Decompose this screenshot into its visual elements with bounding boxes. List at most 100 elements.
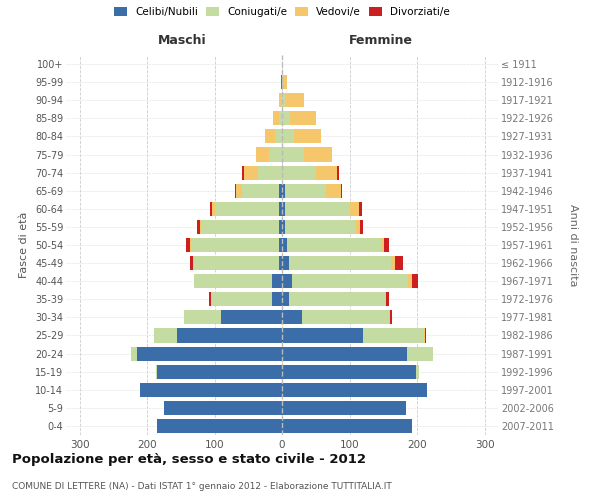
Bar	[194, 256, 278, 270]
Bar	[316, 166, 337, 179]
Bar	[190, 256, 193, 270]
Bar	[201, 220, 278, 234]
Bar	[194, 274, 272, 288]
Bar	[286, 202, 349, 216]
Bar	[256, 148, 269, 162]
Bar	[236, 184, 241, 198]
Bar	[286, 93, 304, 108]
Bar	[349, 202, 359, 216]
Bar	[190, 238, 191, 252]
Bar	[156, 364, 157, 378]
Bar	[282, 401, 406, 415]
Bar	[235, 184, 236, 198]
Bar	[282, 419, 412, 433]
Bar	[282, 184, 286, 198]
Bar	[386, 292, 389, 306]
Y-axis label: Fasce di età: Fasce di età	[19, 212, 29, 278]
Bar	[304, 148, 332, 162]
Bar	[282, 93, 286, 108]
Bar	[283, 75, 287, 89]
Bar	[424, 328, 425, 342]
Bar	[356, 220, 359, 234]
Bar	[278, 202, 282, 216]
Bar	[390, 310, 392, 324]
Bar	[363, 328, 424, 342]
Text: Maschi: Maschi	[158, 34, 207, 46]
Bar	[391, 256, 395, 270]
Bar	[341, 184, 342, 198]
Bar	[389, 310, 390, 324]
Bar	[282, 166, 316, 179]
Bar	[282, 202, 286, 216]
Bar	[242, 166, 244, 179]
Bar	[337, 166, 339, 179]
Bar	[212, 202, 215, 216]
Bar	[282, 256, 289, 270]
Bar	[282, 220, 286, 234]
Bar	[272, 292, 282, 306]
Bar	[211, 292, 272, 306]
Bar	[282, 310, 302, 324]
Bar	[278, 220, 282, 234]
Bar	[178, 328, 282, 342]
Bar	[294, 130, 321, 143]
Bar	[282, 292, 289, 306]
Bar	[282, 148, 304, 162]
Bar	[384, 238, 389, 252]
Text: COMUNE DI LETTERE (NA) - Dati ISTAT 1° gennaio 2012 - Elaborazione TUTTITALIA.IT: COMUNE DI LETTERE (NA) - Dati ISTAT 1° g…	[12, 482, 392, 491]
Bar	[416, 364, 419, 378]
Bar	[157, 364, 282, 378]
Bar	[281, 75, 282, 89]
Legend: Celibi/Nubili, Coniugati/e, Vedovi/e, Divorziati/e: Celibi/Nubili, Coniugati/e, Vedovi/e, Di…	[112, 5, 452, 20]
Bar	[289, 292, 385, 306]
Bar	[140, 382, 282, 397]
Bar	[282, 382, 427, 397]
Bar	[164, 401, 282, 415]
Bar	[193, 256, 194, 270]
Bar	[286, 220, 356, 234]
Bar	[275, 130, 282, 143]
Bar	[278, 238, 282, 252]
Bar	[157, 419, 282, 433]
Text: Femmine: Femmine	[349, 34, 413, 46]
Bar	[197, 220, 200, 234]
Bar	[209, 292, 211, 306]
Bar	[282, 112, 290, 126]
Bar	[137, 346, 282, 360]
Bar	[221, 310, 282, 324]
Bar	[241, 184, 278, 198]
Bar	[191, 238, 278, 252]
Bar	[326, 184, 341, 198]
Y-axis label: Anni di nascita: Anni di nascita	[568, 204, 578, 286]
Bar	[259, 166, 282, 179]
Bar	[282, 130, 294, 143]
Bar	[286, 184, 326, 198]
Bar	[281, 93, 282, 108]
Bar	[282, 274, 292, 288]
Bar	[425, 328, 427, 342]
Bar	[282, 346, 407, 360]
Bar	[282, 328, 363, 342]
Bar	[269, 148, 282, 162]
Bar	[282, 364, 416, 378]
Bar	[265, 130, 275, 143]
Bar	[272, 274, 282, 288]
Bar	[302, 310, 389, 324]
Bar	[200, 220, 201, 234]
Text: Popolazione per età, sesso e stato civile - 2012: Popolazione per età, sesso e stato civil…	[12, 452, 366, 466]
Bar	[408, 274, 412, 288]
Bar	[395, 256, 403, 270]
Bar	[186, 238, 190, 252]
Bar	[244, 166, 259, 179]
Bar	[282, 238, 287, 252]
Bar	[359, 202, 362, 216]
Bar	[292, 274, 408, 288]
Bar	[359, 220, 363, 234]
Bar	[278, 112, 282, 126]
Bar	[412, 274, 418, 288]
Bar	[215, 202, 278, 216]
Bar	[289, 256, 391, 270]
Bar	[279, 93, 281, 108]
Bar	[154, 328, 178, 342]
Bar	[273, 112, 278, 126]
